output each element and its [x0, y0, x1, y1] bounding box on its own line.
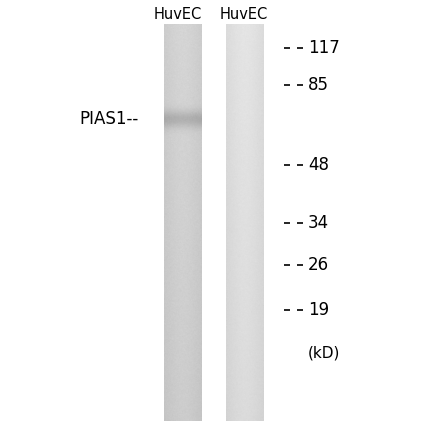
- Text: (kD): (kD): [308, 345, 341, 360]
- Text: 34: 34: [308, 214, 329, 232]
- Text: HuvEC: HuvEC: [220, 7, 268, 22]
- Text: 85: 85: [308, 76, 329, 93]
- Text: 19: 19: [308, 301, 329, 318]
- Text: 117: 117: [308, 39, 340, 56]
- Text: 48: 48: [308, 157, 329, 174]
- Text: HuvEC: HuvEC: [154, 7, 202, 22]
- Text: 26: 26: [308, 257, 329, 274]
- Text: PIAS1--: PIAS1--: [79, 110, 139, 128]
